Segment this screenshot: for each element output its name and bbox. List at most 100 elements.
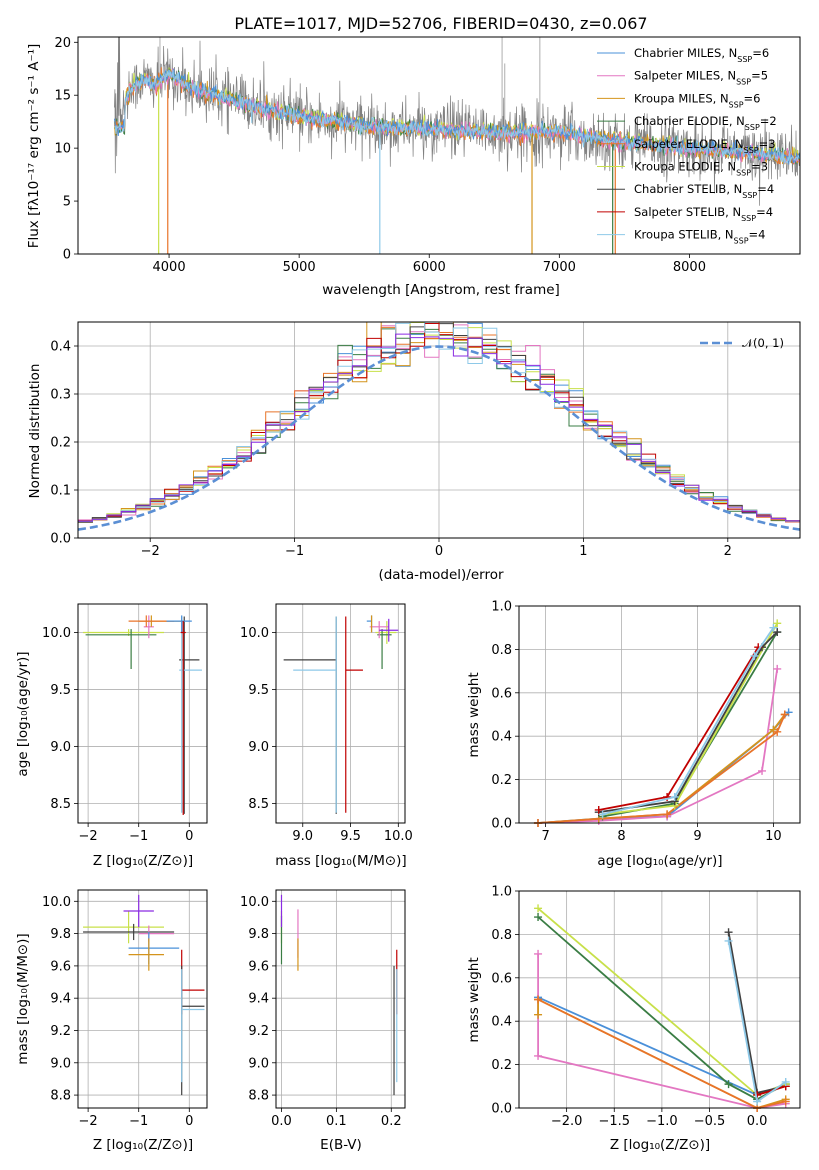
age-weight-xlabel: age [log₁₀(age/yr)] bbox=[597, 853, 722, 869]
x-tick-label: 7 bbox=[541, 829, 549, 844]
x-tick-label: −2 bbox=[79, 1114, 98, 1129]
mass-age-xlabel: mass [log₁₀(M/M⊙)] bbox=[275, 853, 406, 869]
y-tick-label: 0.0 bbox=[491, 817, 512, 832]
weight-point-marker bbox=[534, 1051, 543, 1060]
y-tick-label: 5 bbox=[63, 195, 71, 210]
weight-point-marker bbox=[773, 727, 782, 736]
weight-point-marker bbox=[781, 1077, 790, 1086]
legend-entry-label: Kroupa ELODIE, NSSP=3 bbox=[634, 160, 768, 178]
y-tick-label: 20 bbox=[54, 36, 71, 51]
ebv-mass-plot: 0.0 0.1 0.2 8.8 9.0 9.2 9.4 9.6 9.8 10.0 bbox=[240, 889, 406, 1129]
legend-entry-label: Chabrier STELIB, NSSP=4 bbox=[634, 182, 774, 200]
y-tick-label: 10.0 bbox=[240, 626, 269, 641]
weight-point-marker bbox=[534, 995, 543, 1004]
axes-frame bbox=[77, 321, 801, 539]
weight-point-marker bbox=[758, 766, 767, 775]
age-weight-plot: 7 8 9 10 0.0 0.2 0.4 0.6 0.8 1.0 bbox=[491, 600, 801, 844]
y-tick-label: 8.5 bbox=[248, 797, 269, 812]
y-tick-label: 9.2 bbox=[50, 1024, 71, 1039]
weight-point-marker bbox=[773, 619, 782, 628]
x-tick-label: 6000 bbox=[413, 260, 446, 275]
spectrum-xlabel: wavelength [Angstrom, rest frame] bbox=[322, 282, 560, 298]
error-bars bbox=[280, 894, 398, 1096]
weight-point-marker bbox=[670, 792, 679, 801]
model-fit-line bbox=[113, 68, 800, 165]
error-bars bbox=[83, 894, 205, 1096]
x-tick-label: 2 bbox=[724, 544, 732, 559]
weight-series-line bbox=[756, 1085, 786, 1096]
residual-xlabel: (data-model)/error bbox=[378, 567, 504, 583]
axes-frame bbox=[518, 605, 801, 824]
histogram-series-step bbox=[78, 322, 800, 524]
y-tick-label: 1.0 bbox=[491, 600, 512, 615]
x-tick-label: −2 bbox=[141, 544, 160, 559]
y-tick-label: 0.4 bbox=[50, 340, 71, 355]
y-tick-label: 9.0 bbox=[50, 740, 71, 755]
x-tick-label: −2 bbox=[79, 829, 98, 844]
legend-entry-label: Chabrier MILES, NSSP=6 bbox=[634, 46, 769, 64]
weight-point-marker bbox=[594, 805, 603, 814]
age-weight-ylabel: mass weight bbox=[466, 672, 482, 757]
y-tick-label: 9.5 bbox=[248, 683, 269, 698]
y-tick-label: 9.4 bbox=[248, 992, 269, 1007]
y-tick-label: 9.6 bbox=[50, 959, 71, 974]
histogram-series-step bbox=[78, 333, 800, 524]
x-tick-label: 8 bbox=[617, 829, 625, 844]
spectrum-ylabel: Flux [fλ10⁻¹⁷ erg cm⁻² s⁻¹ A⁻¹] bbox=[26, 44, 42, 249]
y-tick-label: 0.2 bbox=[491, 1058, 512, 1073]
legend-entry-label: Kroupa STELIB, NSSP=4 bbox=[634, 228, 765, 246]
x-tick-label: 10.0 bbox=[384, 829, 413, 844]
y-tick-label: 15 bbox=[54, 89, 71, 104]
residual-ylabel: Normed distribution bbox=[27, 364, 43, 499]
x-tick-label: 0.0 bbox=[747, 1114, 768, 1129]
y-tick-label: 0.4 bbox=[491, 730, 512, 745]
x-tick-label: −1 bbox=[129, 1114, 148, 1129]
weight-point-marker bbox=[663, 810, 672, 819]
y-tick-label: 8.8 bbox=[248, 1089, 269, 1104]
z-age-xlabel: Z [log₁₀(Z/Z⊙)] bbox=[93, 853, 193, 869]
model-fit-line bbox=[114, 69, 800, 165]
x-tick-label: 0 bbox=[435, 544, 443, 559]
y-tick-label: 9.6 bbox=[248, 959, 269, 974]
x-tick-label: 1 bbox=[579, 544, 587, 559]
legend-entry-label: Kroupa MILES, NSSP=6 bbox=[634, 91, 760, 109]
weight-point-marker bbox=[773, 664, 782, 673]
y-tick-label: 0.6 bbox=[491, 686, 512, 701]
x-tick-label: 8000 bbox=[673, 260, 706, 275]
z-mass-plot: −2 −1 0 8.8 9.0 9.2 9.4 9.6 9.8 10.0 bbox=[42, 889, 208, 1129]
y-tick-label: 9.0 bbox=[248, 1056, 269, 1071]
y-tick-label: 0.4 bbox=[491, 1015, 512, 1030]
weight-point-marker bbox=[750, 651, 759, 660]
y-tick-label: 10.0 bbox=[42, 895, 71, 910]
weight-series-line bbox=[602, 627, 775, 816]
legend-entry-label: Salpeter ELODIE, NSSP=3 bbox=[634, 137, 776, 155]
axes-frame bbox=[77, 889, 208, 1109]
axes-frame bbox=[518, 890, 801, 1109]
x-tick-label: −0.5 bbox=[694, 1114, 726, 1129]
x-tick-label: 0.0 bbox=[271, 1114, 292, 1129]
y-tick-label: 9.2 bbox=[248, 1024, 269, 1039]
weight-point-marker bbox=[534, 904, 543, 913]
z-weight-plot: −2.0 −1.5 −1.0 −0.5 0.0 0.0 0.2 0.4 0.6 0.8 1.0 bbox=[491, 885, 801, 1129]
z-mass-xlabel: Z [log₁₀(Z/Z⊙)] bbox=[93, 1137, 193, 1153]
y-tick-label: 0.8 bbox=[491, 928, 512, 943]
weight-series-line bbox=[537, 714, 786, 824]
y-tick-label: 10.0 bbox=[240, 895, 269, 910]
spectrum-title: PLATE=1017, MJD=52706, FIBERID=0430, z=0… bbox=[234, 14, 647, 33]
axes-frame bbox=[275, 603, 406, 824]
x-tick-label: −1.0 bbox=[646, 1114, 678, 1129]
x-tick-label: 0.1 bbox=[326, 1114, 347, 1129]
y-tick-label: 8.5 bbox=[50, 797, 71, 812]
residual-histogram-plot: −2 −1 0 1 2 0.0 0.1 0.2 0.3 0.4 𝒩(0, 1) bbox=[50, 321, 801, 559]
gaussian-curve bbox=[78, 345, 800, 531]
y-tick-label: 9.5 bbox=[50, 683, 71, 698]
y-tick-label: 9.8 bbox=[50, 927, 71, 942]
weight-point-marker bbox=[534, 913, 543, 922]
gaussian-legend-label: 𝒩(0, 1) bbox=[742, 336, 784, 350]
y-tick-label: 9.0 bbox=[248, 740, 269, 755]
axes-frame bbox=[77, 603, 208, 824]
y-tick-label: 0.8 bbox=[491, 643, 512, 658]
y-tick-label: 0 bbox=[63, 248, 71, 263]
spectrum-lines bbox=[113, 37, 800, 254]
